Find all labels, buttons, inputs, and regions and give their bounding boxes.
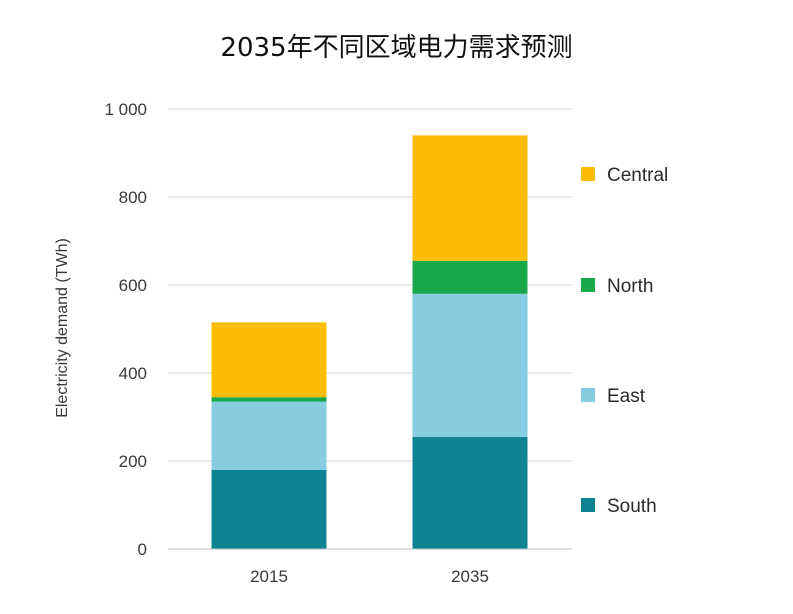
y-tick-label: 600 [119,276,147,295]
y-tick-label: 0 [138,540,147,559]
bar-segment-central-2035 [412,135,528,261]
bar-segment-east-2015 [211,401,327,470]
legend-label-south: South [607,496,657,517]
legend-swatch-north [581,278,595,292]
legend-label-east: East [607,386,646,407]
x-tick-label: 2035 [451,567,489,586]
y-tick-label: 1 000 [104,100,147,119]
legend-label-north: North [607,276,653,297]
chart-title: 2035年不同区域电力需求预测 [220,33,573,63]
bars [211,135,528,549]
legend-swatch-east [581,388,595,402]
bar-segment-east-2035 [412,293,528,437]
y-tick-label: 400 [119,364,147,383]
bar-segment-south-2015 [211,469,327,549]
x-tick-label: 2015 [250,567,288,586]
y-axis-title: Electricity demand (TWh) [54,238,71,418]
axes: 0 200 400 600 800 1 000 Electricity demand (TW… [54,100,572,586]
y-tick-label: 200 [119,452,147,471]
legend-swatch-central [581,167,595,181]
bar-segment-north-2015 [211,397,327,402]
legend: Central North East South [581,165,668,517]
legend-label-central: Central [607,165,668,186]
bar-segment-south-2035 [412,436,528,549]
y-tick-label: 800 [119,188,147,207]
legend-swatch-south [581,498,595,512]
bar-segment-north-2035 [412,260,528,294]
bar-segment-central-2015 [211,322,327,398]
